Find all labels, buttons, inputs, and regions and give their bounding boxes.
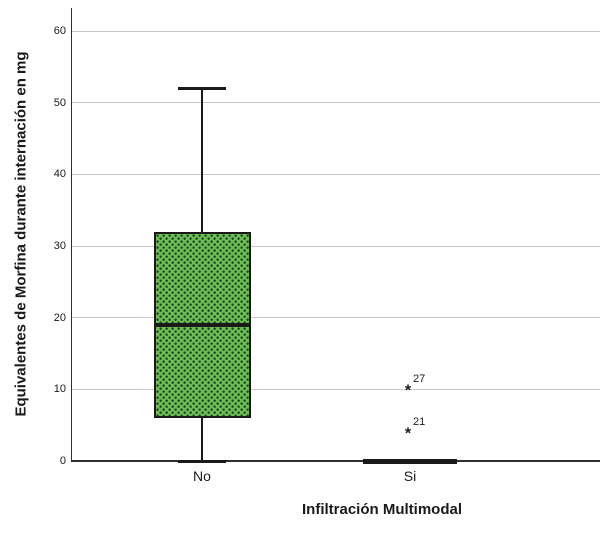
y-axis-line [70, 8, 72, 461]
x-axis-title: Infiltración Multimodal [302, 501, 462, 518]
gridline-y-60 [72, 30, 600, 32]
y-tick-label: 30 [53, 240, 66, 252]
y-tick-label: 20 [53, 311, 66, 324]
collapsed-box-si [363, 458, 457, 464]
gridline-y-50 [72, 102, 600, 104]
outlier-case-label: 27 [413, 373, 426, 386]
gridline-y-20 [72, 317, 600, 319]
y-tick-label: 0 [59, 455, 66, 467]
whisker-cap [178, 459, 226, 463]
outlier-asterisk: * [404, 425, 412, 443]
median-line [153, 322, 251, 327]
y-tick-label: 10 [53, 383, 66, 396]
whisker-cap [178, 86, 226, 90]
x-axis-line [70, 460, 600, 462]
y-tick-label: 50 [53, 96, 66, 109]
gridline-y-10 [72, 388, 600, 390]
gridline-y-40 [72, 173, 600, 175]
outlier-case-label: 21 [413, 416, 426, 429]
outlier-asterisk: * [404, 382, 412, 400]
x-category-label-si: Si [403, 468, 417, 484]
y-tick-label: 60 [53, 25, 66, 37]
y-axis-title: Equivalentes de Morfina durante internac… [12, 51, 30, 417]
y-tick-label: 40 [53, 168, 66, 181]
gridline-y-30 [72, 245, 600, 247]
x-category-label-no: No [193, 468, 211, 484]
